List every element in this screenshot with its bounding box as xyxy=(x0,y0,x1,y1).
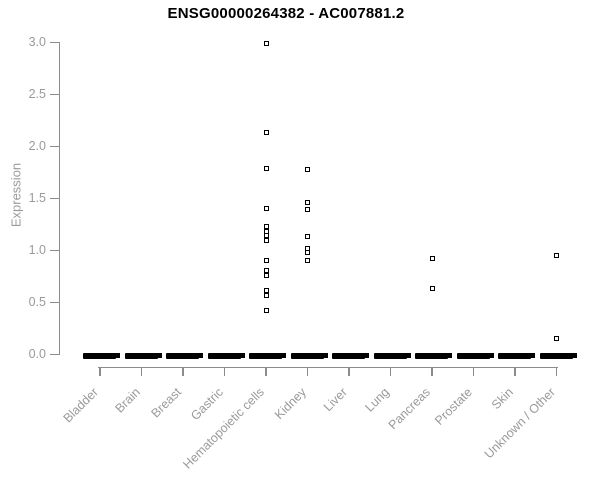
y-tick xyxy=(50,249,59,252)
zero-expression-cluster xyxy=(332,352,365,359)
data-point xyxy=(263,206,269,212)
x-tick xyxy=(514,366,516,376)
zero-expression-point xyxy=(488,353,494,358)
y-tick-label: 0.5 xyxy=(28,295,46,309)
data-point xyxy=(263,308,269,314)
x-tick xyxy=(348,366,350,376)
zero-expression-point xyxy=(322,353,328,358)
zero-expression-cluster xyxy=(290,352,324,359)
y-tick-label: 2.5 xyxy=(28,87,46,101)
y-tick-label: 1.0 xyxy=(28,243,46,257)
data-point xyxy=(263,258,269,264)
x-tick xyxy=(472,366,475,376)
zero-expression-cluster xyxy=(415,352,448,359)
zero-expression-cluster xyxy=(124,352,158,359)
x-tick xyxy=(223,366,226,376)
data-point xyxy=(263,41,269,47)
data-point xyxy=(263,237,269,243)
data-point xyxy=(263,292,269,298)
y-tick xyxy=(50,145,59,148)
y-tick xyxy=(50,93,59,96)
x-tick xyxy=(389,366,392,376)
data-point xyxy=(263,272,269,278)
x-axis-line xyxy=(98,366,558,368)
data-point xyxy=(305,166,310,172)
data-point xyxy=(263,130,269,136)
data-point xyxy=(429,286,435,292)
zero-expression-cluster xyxy=(539,352,573,359)
x-tick xyxy=(140,366,143,376)
y-tick-label: 2.0 xyxy=(28,139,46,153)
chart-title: ENSG00000264382 - AC007881.2 xyxy=(167,5,405,22)
zero-expression-cluster xyxy=(498,352,531,359)
data-point xyxy=(429,256,435,262)
data-point xyxy=(263,287,269,293)
x-tick xyxy=(182,366,184,376)
y-tick-label: 3.0 xyxy=(28,35,46,49)
zero-expression-point xyxy=(281,353,286,358)
data-point xyxy=(305,250,310,256)
zero-expression-point xyxy=(156,353,162,358)
y-tick xyxy=(50,301,59,304)
x-tick xyxy=(431,366,433,376)
x-tick xyxy=(265,366,267,376)
y-tick xyxy=(50,197,59,200)
y-axis-line xyxy=(58,42,60,355)
zero-expression-cluster xyxy=(456,352,490,359)
zero-expression-point xyxy=(405,353,411,358)
zero-expression-point xyxy=(239,353,245,358)
data-point xyxy=(554,336,559,342)
zero-expression-cluster xyxy=(166,352,199,359)
y-tick-label: 0.0 xyxy=(28,347,46,361)
data-point xyxy=(305,258,310,264)
data-point xyxy=(305,207,310,213)
data-point xyxy=(263,224,269,230)
x-tick xyxy=(555,366,558,376)
y-tick xyxy=(50,41,59,44)
zero-expression-point xyxy=(115,353,120,358)
data-point xyxy=(554,253,559,259)
data-point xyxy=(263,165,269,171)
zero-expression-point xyxy=(364,353,369,358)
zero-expression-point xyxy=(198,353,203,358)
data-point xyxy=(305,200,310,206)
data-point xyxy=(305,234,310,240)
zero-expression-cluster xyxy=(249,352,282,359)
zero-expression-point xyxy=(447,353,452,358)
zero-expression-cluster xyxy=(207,352,241,359)
zero-expression-cluster xyxy=(373,352,407,359)
zero-expression-point xyxy=(530,353,535,358)
x-tick xyxy=(99,366,101,376)
zero-expression-cluster xyxy=(83,352,116,359)
y-tick xyxy=(50,353,59,356)
y-tick-label: 1.5 xyxy=(28,191,46,205)
data-point xyxy=(263,267,269,273)
zero-expression-point xyxy=(571,353,577,358)
x-tick xyxy=(306,366,309,376)
